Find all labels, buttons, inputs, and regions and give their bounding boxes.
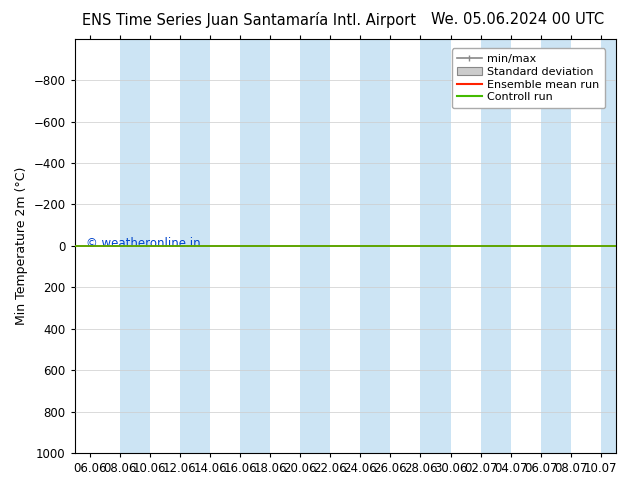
Bar [420,39,451,453]
Bar [541,39,571,453]
Y-axis label: Min Temperature 2m (°C): Min Temperature 2m (°C) [15,167,28,325]
Bar [481,39,510,453]
Text: © weatheronline.in: © weatheronline.in [86,237,200,250]
Legend: min/max, Standard deviation, Ensemble mean run, Controll run: min/max, Standard deviation, Ensemble me… [451,49,605,108]
Bar [360,39,391,453]
Bar [301,39,330,453]
Bar [120,39,150,453]
Text: ENS Time Series Juan Santamaría Intl. Airport: ENS Time Series Juan Santamaría Intl. Ai… [82,12,417,28]
Text: We. 05.06.2024 00 UTC: We. 05.06.2024 00 UTC [431,12,604,27]
Bar [601,39,616,453]
Bar [180,39,210,453]
Bar [240,39,270,453]
